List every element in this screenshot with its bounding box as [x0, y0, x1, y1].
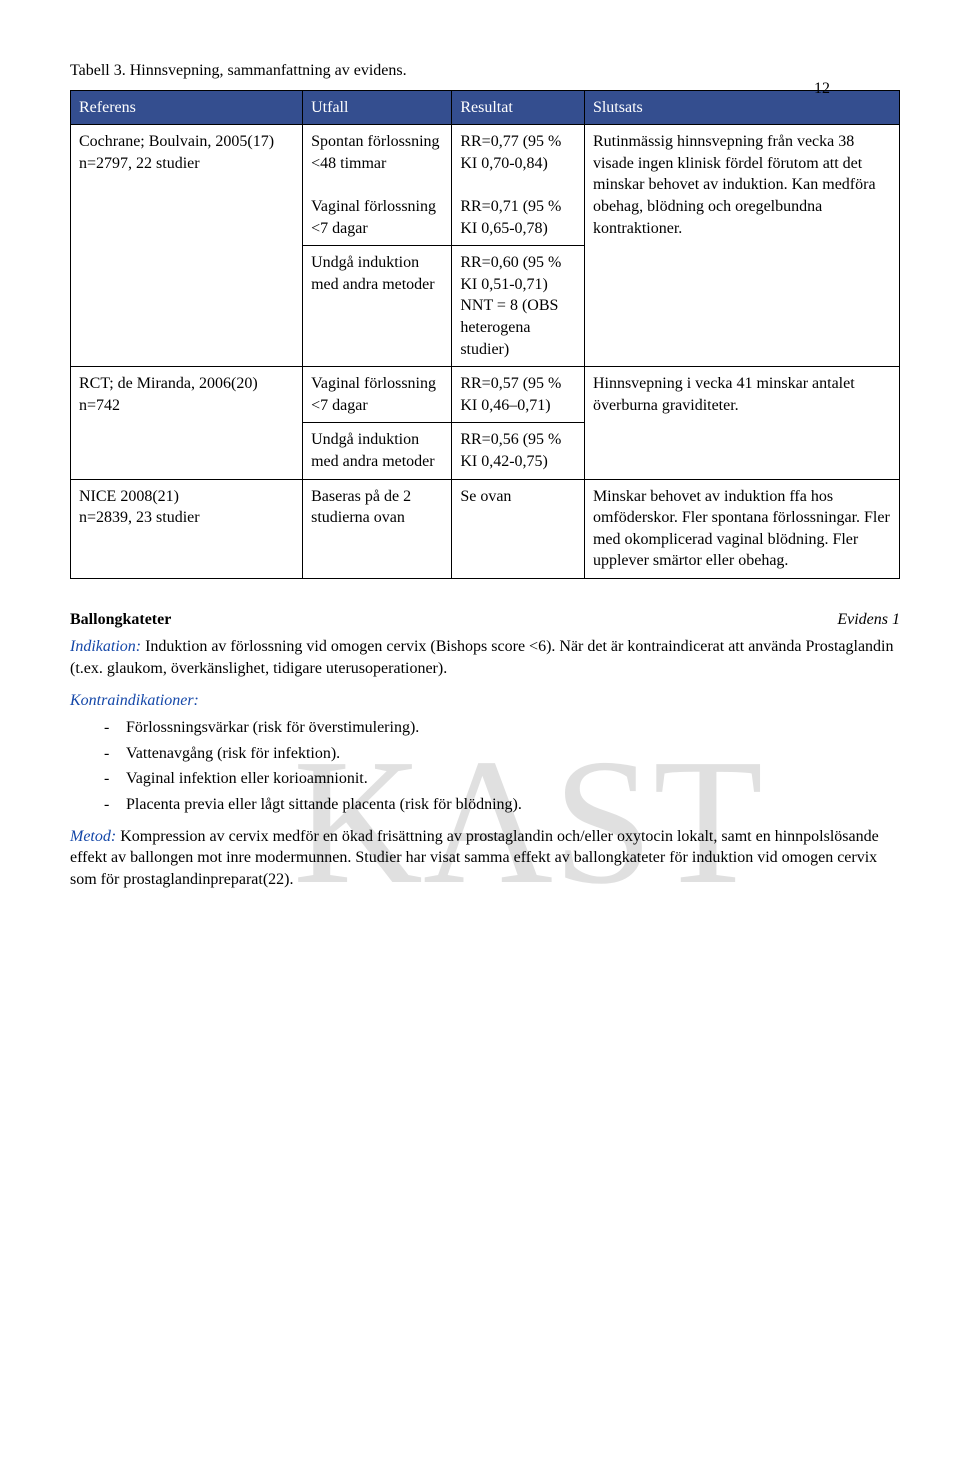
cell-referens: RCT; de Miranda, 2006(20) n=742 — [71, 367, 303, 479]
cell-resultat: RR=0,56 (95 % KI 0,42-0,75) — [452, 423, 585, 479]
cell-utfall: Undgå induktion med andra metoder — [303, 246, 452, 367]
kontra-list: Förlossningsvärkar (risk för överstimule… — [70, 717, 900, 815]
table-caption: Tabell 3. Hinnsvepning, sammanfattning a… — [70, 60, 900, 82]
cell-utfall: Baseras på de 2 studierna ovan — [303, 479, 452, 578]
list-item: Placenta previa eller lågt sittande plac… — [104, 794, 900, 816]
cell-referens: NICE 2008(21) n=2839, 23 studier — [71, 479, 303, 578]
section-header: Ballongkateter Evidens 1 — [70, 609, 900, 631]
cell-utfall: Spontan förlossning <48 timmar Vaginal f… — [303, 125, 452, 246]
table-row: Cochrane; Boulvain, 2005(17) n=2797, 22 … — [71, 125, 900, 246]
page-number: 12 — [814, 78, 830, 100]
cell-utfall: Undgå induktion med andra metoder — [303, 423, 452, 479]
th-slutsats: Slutsats — [584, 90, 899, 125]
list-item: Vattenavgång (risk för infektion). — [104, 743, 900, 765]
table-row: RCT; de Miranda, 2006(20) n=742Vaginal f… — [71, 367, 900, 423]
list-item: Vaginal infektion eller korioamnionit. — [104, 768, 900, 790]
cell-slutsats: Hinnsvepning i vecka 41 minskar antalet … — [584, 367, 899, 479]
cell-referens: Cochrane; Boulvain, 2005(17) n=2797, 22 … — [71, 125, 303, 367]
th-utfall: Utfall — [303, 90, 452, 125]
evidence-table: Referens Utfall Resultat Slutsats Cochra… — [70, 90, 900, 579]
th-resultat: Resultat — [452, 90, 585, 125]
metod-line: Metod: Kompression av cervix medför en ö… — [70, 826, 900, 891]
table-row: NICE 2008(21) n=2839, 23 studierBaseras … — [71, 479, 900, 578]
th-referens: Referens — [71, 90, 303, 125]
list-item: Förlossningsvärkar (risk för överstimule… — [104, 717, 900, 739]
metod-label: Metod: — [70, 828, 116, 845]
metod-text: Kompression av cervix medför en ökad fri… — [70, 828, 879, 888]
cell-resultat: Se ovan — [452, 479, 585, 578]
cell-slutsats: Rutinmässig hinnsvepning från vecka 38 v… — [584, 125, 899, 367]
evidens-level: Evidens 1 — [837, 609, 900, 631]
cell-resultat: RR=0,60 (95 % KI 0,51-0,71) NNT = 8 (OBS… — [452, 246, 585, 367]
indikation-text: Induktion av förlossning vid omogen cerv… — [70, 638, 893, 677]
kontra-label: Kontraindikationer: — [70, 690, 900, 712]
cell-resultat: RR=0,77 (95 % KI 0,70-0,84) RR=0,71 (95 … — [452, 125, 585, 246]
cell-slutsats: Minskar behovet av induktion ffa hos omf… — [584, 479, 899, 578]
cell-utfall: Vaginal förlossning <7 dagar — [303, 367, 452, 423]
section-title: Ballongkateter — [70, 611, 171, 628]
indikation-label: Indikation: — [70, 638, 141, 655]
cell-resultat: RR=0,57 (95 % KI 0,46–0,71) — [452, 367, 585, 423]
indikation-line: Indikation: Induktion av förlossning vid… — [70, 636, 900, 679]
